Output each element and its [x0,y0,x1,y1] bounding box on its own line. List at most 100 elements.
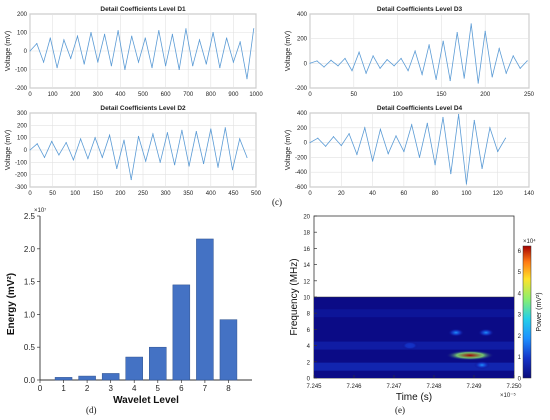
signal-point [386,59,388,61]
heatmap-blob [478,328,494,337]
y-tick-label: 1.0 [24,310,36,319]
colorbar-scale-factor: ×10⁴ [523,238,536,245]
x-tick-label: 300 [93,92,104,98]
y-tick-label: 0 [24,49,28,55]
signal-point [465,183,467,185]
x-tick-label: 400 [115,92,126,98]
x-tick-label: 120 [493,191,504,197]
x-tick-label: 7.246 [346,384,362,390]
y-tick-label: 18 [303,231,310,237]
panel-label-e: (e) [395,405,405,415]
x-tick-label: 1000 [249,92,263,98]
signal-point [403,150,405,153]
colorbar [522,245,532,379]
signal-point [344,57,346,59]
signal-point [224,127,226,129]
x-tick-label: 3 [108,384,113,393]
colorbar-tick-label: 4 [518,291,522,297]
y-tick-label: 200 [297,126,308,132]
signal-point [387,153,389,155]
colorbar-tick-label: 1 [518,355,522,361]
heatmap-blob [402,341,418,350]
signal-point [144,37,146,39]
y-tick-label: 2.5 [24,212,36,221]
y-tick-label: 2 [307,360,311,366]
x-tick-label: 450 [228,191,239,197]
signal-point [484,30,486,32]
signal-point [356,153,358,155]
signal-point [43,61,45,63]
signal-point [526,60,528,62]
x-tick-label: 20 [338,191,345,197]
signal-point [174,164,176,166]
y-tick-label: 10 [303,296,310,302]
x-tick-label: 4 [132,384,137,393]
y-tick-label: 20 [303,215,310,221]
colorbar-tick-label: 5 [518,270,522,276]
signal-point [364,127,366,129]
signal-point [165,65,167,67]
signal-point [246,78,248,80]
signal-point [231,169,234,171]
signal-point [519,67,521,69]
y-tick-label: 0.0 [24,376,36,385]
signal-point [51,140,53,142]
signal-point [131,35,133,37]
signal-point [94,137,96,139]
signal-point [358,51,360,53]
signal-point [372,55,374,57]
signal-point [116,167,118,170]
signal-point [185,28,187,30]
signal-point [435,78,437,80]
x-tick-label: 500 [138,92,149,98]
signal-point [473,119,475,121]
signal-point [151,67,153,69]
signal-point [323,66,325,68]
signal-point [97,61,99,63]
chart-title: Detail Coefficients Level D4 [377,105,463,112]
x-tick-label: 100 [461,191,472,197]
signal-point [171,33,173,35]
x-tick-label: 400 [206,191,217,197]
x-tick-label: 0 [308,191,312,197]
signal-point [232,61,234,63]
signal-point [70,57,72,59]
heatmap-band [314,362,514,371]
signal-line-d3 [309,23,528,84]
signal-point [426,122,428,124]
y-tick-label: 0 [304,141,308,147]
y-tick-label: 1.5 [24,278,36,287]
signal-point [434,164,436,166]
signal-point [365,72,367,74]
x-tick-label: 60 [401,191,408,197]
y-tick-label: 200 [297,37,308,43]
signal-point [316,60,318,62]
signal-point [332,136,335,138]
x-tick-label: 0 [28,191,32,197]
y-tick-label: 6 [307,328,311,334]
signal-point [166,132,168,134]
x-tick-label: 7.247 [386,384,402,390]
x-tick-label: 200 [115,191,126,197]
signal-point [477,82,479,84]
signal-point [340,145,342,147]
signal-point [43,156,46,158]
signal-point [330,59,332,61]
y-tick-label: 200 [17,12,28,18]
signal-point [87,158,89,160]
y-scale-factor: ×10⁷ [34,207,46,214]
panel-d4: 0 20 40 60 80 100 120 140 400 200 0 -200 -400 -600 Det… [285,105,535,197]
y-tick-label: -600 [295,185,308,191]
signal-point [104,33,106,35]
y-tick-label: 16 [303,247,310,253]
signal-point [219,67,221,69]
signal-point [239,41,241,43]
colorbar-tick-label: 6 [518,249,522,255]
bar-level-6 [172,284,191,381]
signal-point [317,137,319,139]
signal-point [428,44,430,46]
y-tick-label: -100 [15,160,28,166]
x-tick-label: 250 [524,92,535,98]
signal-point [63,39,65,41]
